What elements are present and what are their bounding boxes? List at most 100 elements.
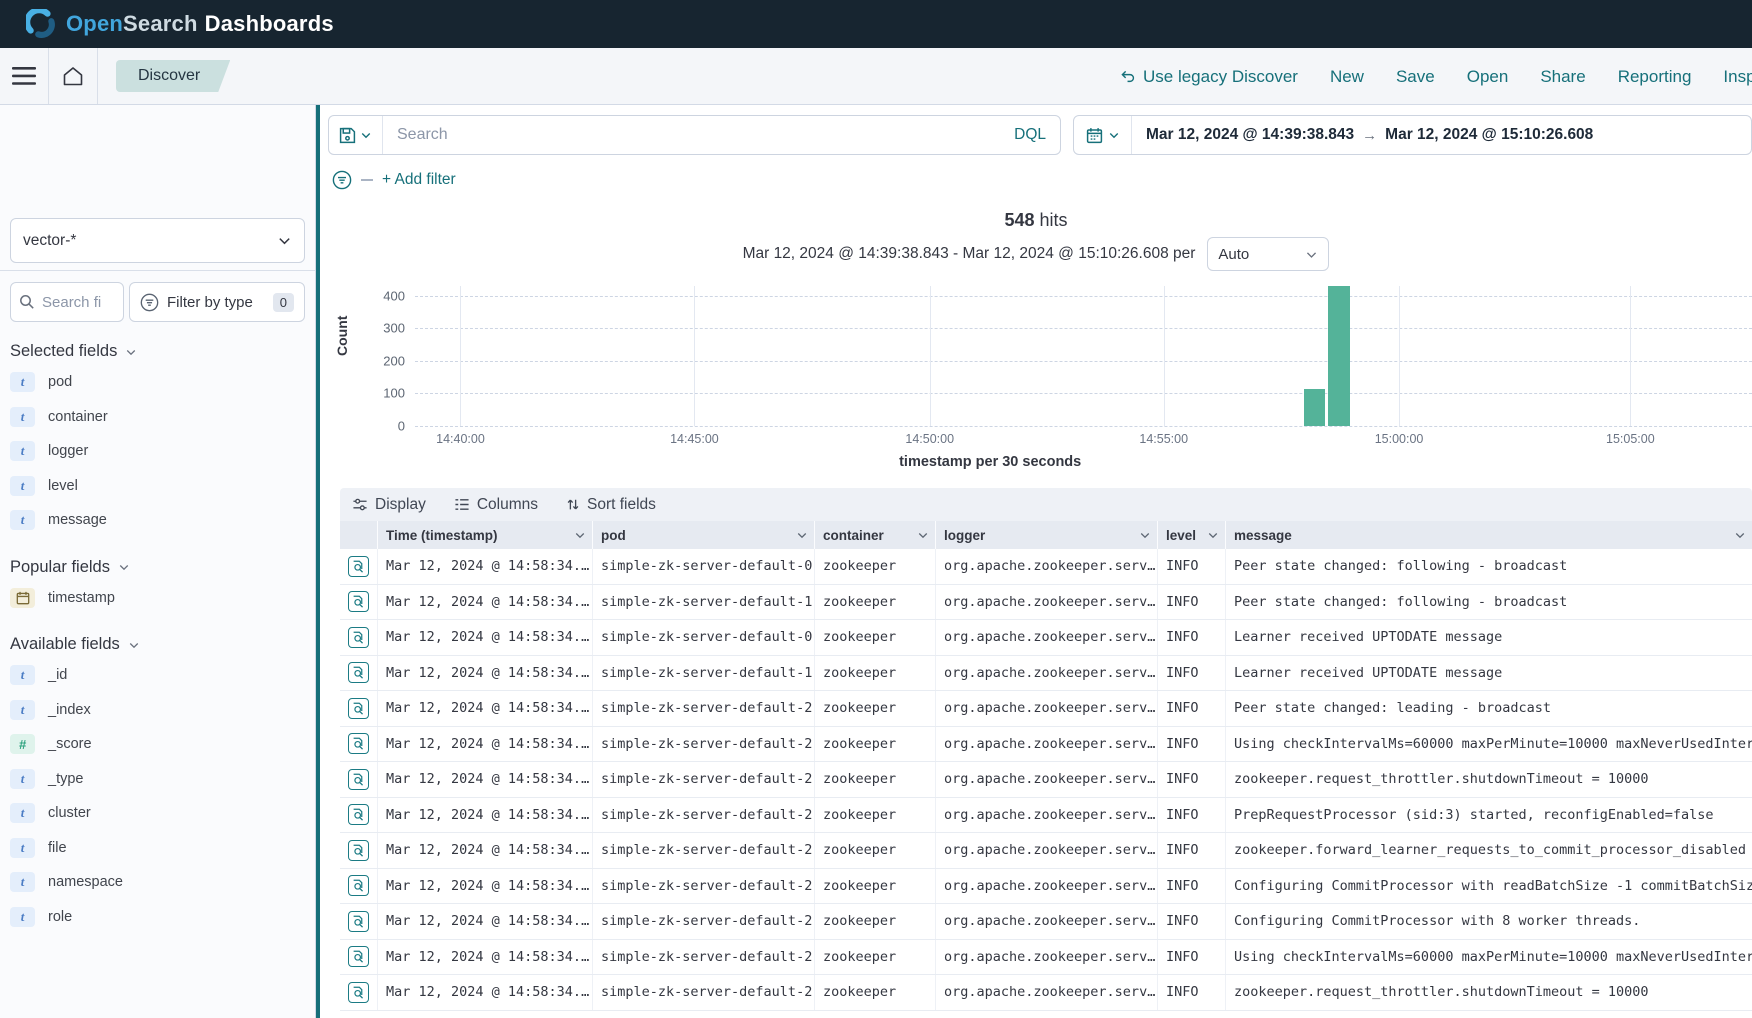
expand-document-button[interactable] [348,804,369,826]
field-item-container[interactable]: t container [0,400,315,435]
cell-container: zookeeper [815,904,936,939]
field-search-box[interactable] [10,282,124,322]
expand-document-button[interactable] [348,555,369,577]
nav-action-use-legacy-discover[interactable]: Use legacy Discover [1120,67,1298,87]
field-search-input[interactable] [42,293,112,311]
expand-document-button[interactable] [348,768,369,790]
field-type-badge: t [10,837,35,858]
column-menu-chevron[interactable] [1207,529,1219,541]
cell-time: Mar 12, 2024 @ 14:58:34.… [378,726,593,761]
field-item-_index[interactable]: t _index [0,693,315,728]
expand-document-button[interactable] [348,910,369,932]
header-cell-level[interactable]: level [1158,521,1226,549]
field-item-cluster[interactable]: t cluster [0,796,315,831]
breadcrumb[interactable]: Discover [116,60,230,92]
section-title-popular-fields[interactable]: Popular fields [10,558,305,577]
nav-left-group: Discover [0,48,230,104]
field-name: cluster [48,805,91,822]
header-cell-message[interactable]: message [1226,521,1752,549]
field-item-_id[interactable]: t _id [0,658,315,693]
field-item-namespace[interactable]: t namespace [0,865,315,900]
sidebar-resize-handle[interactable] [316,105,320,1018]
header-cell-container[interactable]: container [815,521,936,549]
filter-circle-icon[interactable] [332,170,352,190]
expand-document-button[interactable] [348,733,369,755]
chevron-down-icon [1735,533,1745,539]
date-range-end[interactable]: Mar 12, 2024 @ 15:10:26.608 [1385,126,1594,143]
expand-document-button[interactable] [348,591,369,613]
histogram-chart: Count 0 100 200 300 400 14:40:00 14:45:00 14:50… [320,286,1752,474]
nav-action-label: Share [1540,66,1586,86]
table-row: Mar 12, 2024 @ 14:58:34.… simple-zk-serve… [340,797,1752,833]
field-item-_type[interactable]: t _type [0,762,315,797]
x-gridline [1163,286,1165,426]
cell-level: INFO [1158,655,1226,690]
index-pattern-select[interactable]: vector-* [10,218,305,263]
expand-document-button[interactable] [348,662,369,684]
header-cell-time-timestamp-[interactable]: Time (timestamp) [378,521,593,549]
date-range-start[interactable]: Mar 12, 2024 @ 14:39:38.843 [1146,126,1355,143]
sort-fields-button[interactable]: Sort fields [566,496,656,514]
field-item-timestamp[interactable]: timestamp [0,581,315,616]
filter-by-type-label: Filter by type [167,293,253,311]
chevron-down-icon [279,238,290,245]
columns-button[interactable]: Columns [454,496,538,514]
field-item-_score[interactable]: # _score [0,727,315,762]
cell-logger: org.apache.zookeeper.serv… [936,868,1158,903]
chevron-down-icon [127,349,136,355]
nav-action-save[interactable]: Save [1396,67,1435,87]
hits-header: 548 hits [320,210,1752,231]
field-item-logger[interactable]: t logger [0,434,315,469]
header-cell-logger[interactable]: logger [936,521,1158,549]
expand-document-button[interactable] [348,875,369,897]
date-picker: Mar 12, 2024 @ 14:39:38.843 → Mar 12, 20… [1073,115,1752,155]
nav-action-label: Reporting [1617,66,1692,86]
column-menu-chevron[interactable] [1734,529,1746,541]
histogram-bar[interactable] [1304,389,1326,426]
brand-dashboards: Dashboards [204,11,334,36]
nav-action-reporting[interactable]: Reporting [1618,67,1692,87]
field-item-role[interactable]: t role [0,900,315,935]
discover-main: DQL Mar 12, 2024 @ 14:39:38.843 → Mar 12… [320,105,1752,1018]
section-title-selected-fields[interactable]: Selected fields [10,342,305,361]
nav-action-open[interactable]: Open [1467,67,1509,87]
query-language-button[interactable]: DQL [1014,126,1046,143]
cell-level: INFO [1158,797,1226,832]
nav-action-inspect[interactable]: Inspect [1723,67,1752,87]
search-icon [20,295,34,309]
nav-action-new[interactable]: New [1330,67,1364,87]
date-quick-select-button[interactable] [1074,116,1132,154]
home-button[interactable] [49,48,97,104]
cell-level: INFO [1158,833,1226,868]
expand-document-button[interactable] [348,981,369,1003]
field-item-pod[interactable]: t pod [0,365,315,400]
menu-button[interactable] [0,48,48,104]
section-title-available-fields[interactable]: Available fields [10,635,305,654]
filter-by-type-button[interactable]: Filter by type 0 [129,282,305,322]
column-menu-chevron[interactable] [574,529,586,541]
field-item-file[interactable]: t file [0,831,315,866]
expand-document-button[interactable] [348,697,369,719]
nav-action-share[interactable]: Share [1540,67,1585,87]
search-input[interactable] [383,126,1001,144]
saved-query-menu-button[interactable] [329,116,383,154]
expand-document-button[interactable] [348,839,369,861]
x-gridline [460,286,462,426]
add-filter-button[interactable]: + Add filter [382,171,456,188]
cell-message: PrepRequestProcessor (sid:3) started, re… [1234,806,1714,823]
column-menu-chevron[interactable] [917,529,929,541]
column-menu-chevron[interactable] [796,529,808,541]
histogram-bar[interactable] [1328,286,1350,426]
header-cell-pod[interactable]: pod [593,521,815,549]
interval-select[interactable]: Auto [1207,237,1330,271]
column-menu-chevron[interactable] [1139,529,1151,541]
cell-level: INFO [1158,868,1226,903]
field-item-level[interactable]: t level [0,469,315,504]
x-tick-label: 15:05:00 [1605,432,1655,446]
field-item-message[interactable]: t message [0,503,315,538]
display-button[interactable]: Display [352,496,426,514]
histogram-plot-area[interactable]: 0 100 200 300 400 14:40:00 14:45:00 14:50:00 14:… [383,286,1752,446]
expand-document-button[interactable] [348,946,369,968]
y-gridline [415,393,1752,395]
expand-document-button[interactable] [348,626,369,648]
